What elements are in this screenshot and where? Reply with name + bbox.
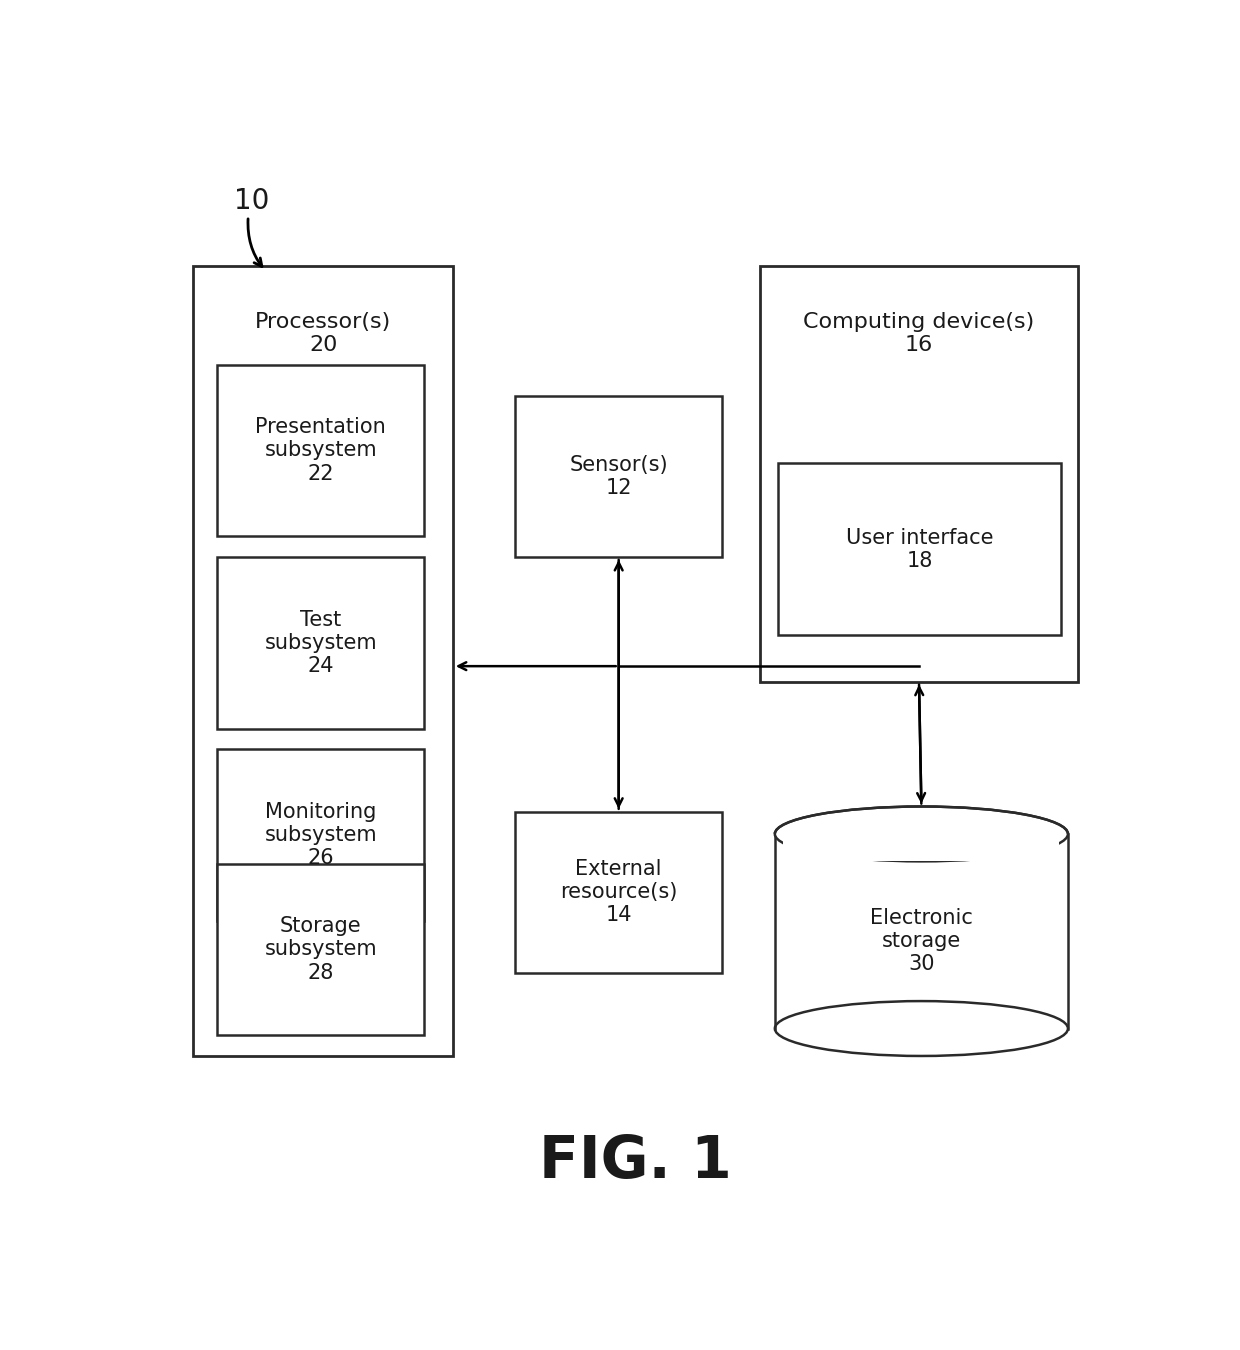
Text: Computing device(s)
16: Computing device(s) 16 bbox=[804, 312, 1034, 355]
Bar bbox=[516, 396, 722, 558]
Bar bbox=[775, 834, 1068, 1029]
Text: Processor(s)
20: Processor(s) 20 bbox=[255, 312, 392, 355]
Text: User interface
18: User interface 18 bbox=[846, 528, 993, 571]
Bar bbox=[777, 463, 1061, 634]
Text: Electronic
storage
30: Electronic storage 30 bbox=[870, 907, 973, 975]
Bar bbox=[516, 811, 722, 973]
Text: Sensor(s)
12: Sensor(s) 12 bbox=[569, 455, 668, 498]
Text: FIG. 1: FIG. 1 bbox=[539, 1134, 732, 1191]
Text: External
resource(s)
14: External resource(s) 14 bbox=[560, 859, 677, 926]
Bar bbox=[217, 364, 424, 536]
Text: Presentation
subsystem
22: Presentation subsystem 22 bbox=[255, 417, 386, 483]
Bar bbox=[784, 834, 1059, 861]
Bar bbox=[760, 266, 1078, 682]
Bar bbox=[217, 749, 424, 921]
Ellipse shape bbox=[775, 1002, 1068, 1056]
Ellipse shape bbox=[775, 806, 1068, 861]
Bar bbox=[217, 864, 424, 1035]
Text: 10: 10 bbox=[234, 186, 269, 215]
Text: Monitoring
subsystem
26: Monitoring subsystem 26 bbox=[264, 802, 377, 868]
Text: Storage
subsystem
28: Storage subsystem 28 bbox=[264, 917, 377, 983]
Text: Test
subsystem
24: Test subsystem 24 bbox=[264, 610, 377, 676]
Bar bbox=[217, 558, 424, 729]
Bar bbox=[193, 266, 453, 1056]
